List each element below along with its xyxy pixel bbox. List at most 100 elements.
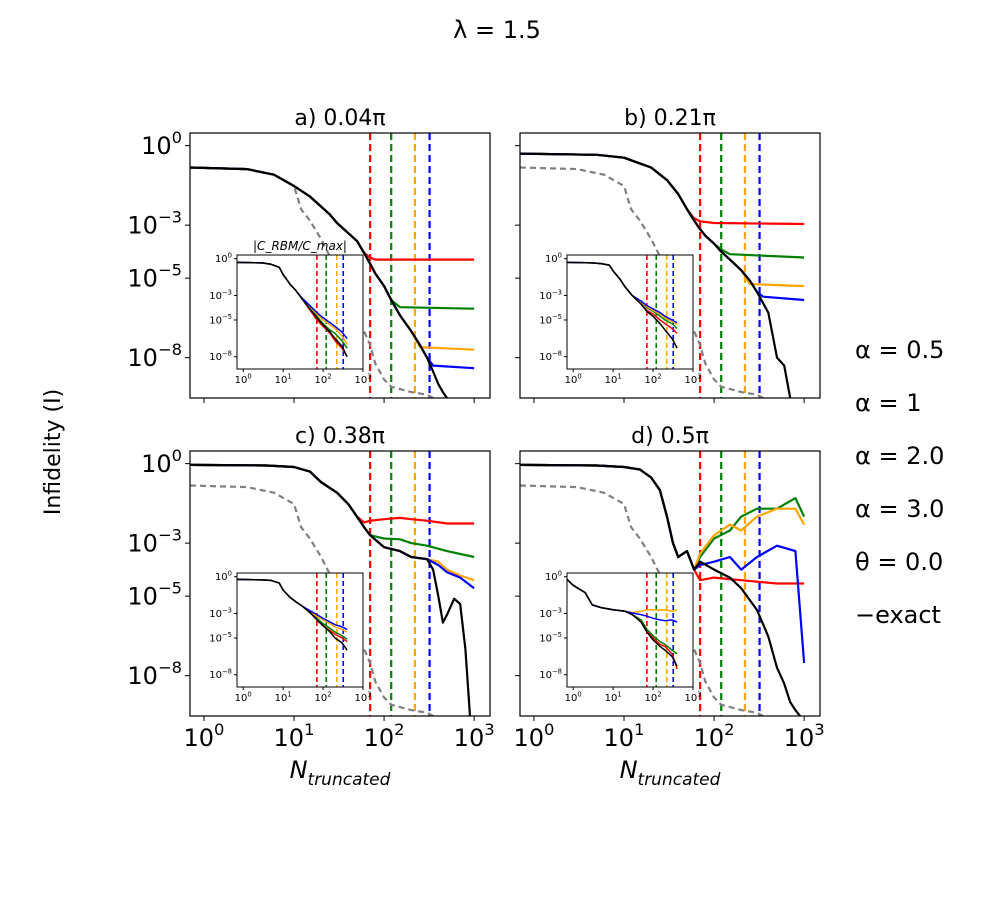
tick-label: 10−8 [539, 350, 562, 364]
inset: 100 101 102 103 100 10−3 10−5 10−8 [539, 252, 701, 386]
series-line [190, 166, 448, 398]
tick-label: 100 [513, 720, 554, 752]
y-axis-label: Infidelity (I) [41, 389, 66, 515]
tick-label: 10−8 [539, 668, 562, 682]
tick-label: 101 [275, 691, 292, 705]
tick-label: 100 [141, 128, 182, 160]
inset: 100 101 102 103 100 10−3 10−5 10−8 [209, 570, 371, 704]
panel-title: b) 0.21π [624, 106, 716, 131]
panel-title: d) 0.5π [631, 424, 709, 449]
tick-label: 102 [315, 373, 332, 387]
tick-label: 102 [694, 720, 735, 752]
inset-plot-area [237, 255, 348, 369]
inset-plot-area [237, 573, 348, 687]
legend-item: α = 0.5 [855, 336, 944, 364]
series-line [520, 463, 801, 716]
tick-label: 100 [215, 570, 232, 584]
tick-label: 103 [784, 720, 825, 752]
series-line [567, 578, 678, 667]
legend-item: α = 3.0 [855, 495, 944, 523]
series-line [190, 463, 472, 716]
series-line [237, 578, 348, 651]
tick-label: 100 [545, 252, 562, 266]
axes-frame [519, 132, 821, 399]
tick-label: 10−3 [127, 526, 182, 558]
tick-label: 101 [605, 691, 622, 705]
axes-frame [566, 572, 694, 688]
tick-label: 10−8 [209, 668, 232, 682]
tick-label: 10−8 [209, 350, 232, 364]
tick-label: 103 [454, 720, 495, 752]
tick-label: 10−3 [539, 606, 562, 620]
inset-plot-area [567, 255, 678, 369]
tick-label: 103 [354, 691, 371, 705]
tick-label: 10−8 [127, 340, 182, 372]
tick-label: 10−5 [539, 313, 562, 327]
inset: 100 101 102 103 100 10−3 10−5 10−8 [539, 570, 701, 704]
tick-label: 100 [545, 570, 562, 584]
tick-label: 102 [364, 720, 405, 752]
inset: 100 101 102 103 100 10−3 10−5 10−8 |C_RBM/C_max| [209, 239, 371, 386]
series-line [520, 463, 805, 585]
tick-label: 10−3 [127, 208, 182, 240]
tick-label: 103 [684, 691, 701, 705]
tick-label: 10−5 [127, 261, 182, 293]
tick-label: 103 [684, 373, 701, 387]
axes-frame [519, 450, 821, 717]
axes-frame [189, 450, 491, 717]
tick-label: 10−5 [539, 631, 562, 645]
tick-label: 100 [235, 691, 252, 705]
tick-label: 102 [645, 691, 662, 705]
tick-label: 100 [183, 720, 224, 752]
tick-label: 101 [274, 720, 315, 752]
panel-b: b) 0.21π 100 101 102 103 100 10−3 10−5 10−8 [515, 106, 821, 403]
inset-background [237, 255, 363, 369]
tick-label: 10−5 [127, 579, 182, 611]
axes-frame [236, 572, 364, 688]
series-line [520, 152, 792, 398]
tick-label: 10−5 [209, 631, 232, 645]
tick-label: 102 [315, 691, 332, 705]
plot-area [520, 133, 805, 398]
series-line [237, 261, 348, 358]
x-axis-label: Ntruncated [290, 756, 391, 790]
panel-title: c) 0.38π [295, 424, 385, 449]
tick-label: 10−3 [539, 288, 562, 302]
figure-title: λ = 1.5 [453, 16, 541, 44]
plot-area [520, 451, 806, 716]
legend-item: −exact [855, 601, 941, 629]
tick-label: 100 [565, 373, 582, 387]
tick-label: 10−3 [209, 606, 232, 620]
tick-label: 101 [605, 373, 622, 387]
x-axis-label: Ntruncated [620, 756, 721, 790]
inset-background [567, 573, 693, 687]
legend-item: α = 2.0 [855, 442, 944, 470]
tick-label: 10−3 [209, 288, 232, 302]
legend-item: α = 1 [855, 389, 921, 417]
legend-item: θ = 0.0 [855, 548, 943, 576]
series-line [520, 152, 805, 226]
inset-plot-area [567, 573, 678, 687]
legend: α = 0.5 α = 1 α = 2.0 α = 3.0 θ = 0.0 −exact [855, 336, 944, 629]
panel-title: a) 0.04π [294, 106, 385, 131]
series-line [190, 463, 475, 582]
tick-label: 101 [275, 373, 292, 387]
series-line [190, 463, 475, 525]
plot-area [190, 451, 475, 716]
series-line [190, 463, 475, 590]
axes-frame [189, 132, 491, 399]
tick-label: 102 [645, 373, 662, 387]
inset-title: |C_RBM/C_max| [253, 239, 347, 253]
tick-label: 10−8 [127, 658, 182, 690]
tick-label: 101 [604, 720, 645, 752]
inset-background [567, 255, 693, 369]
axes-frame [566, 254, 694, 370]
series-line [190, 463, 475, 559]
tick-label: 10−5 [209, 313, 232, 327]
tick-label: 100 [141, 446, 182, 478]
tick-label: 103 [354, 373, 371, 387]
